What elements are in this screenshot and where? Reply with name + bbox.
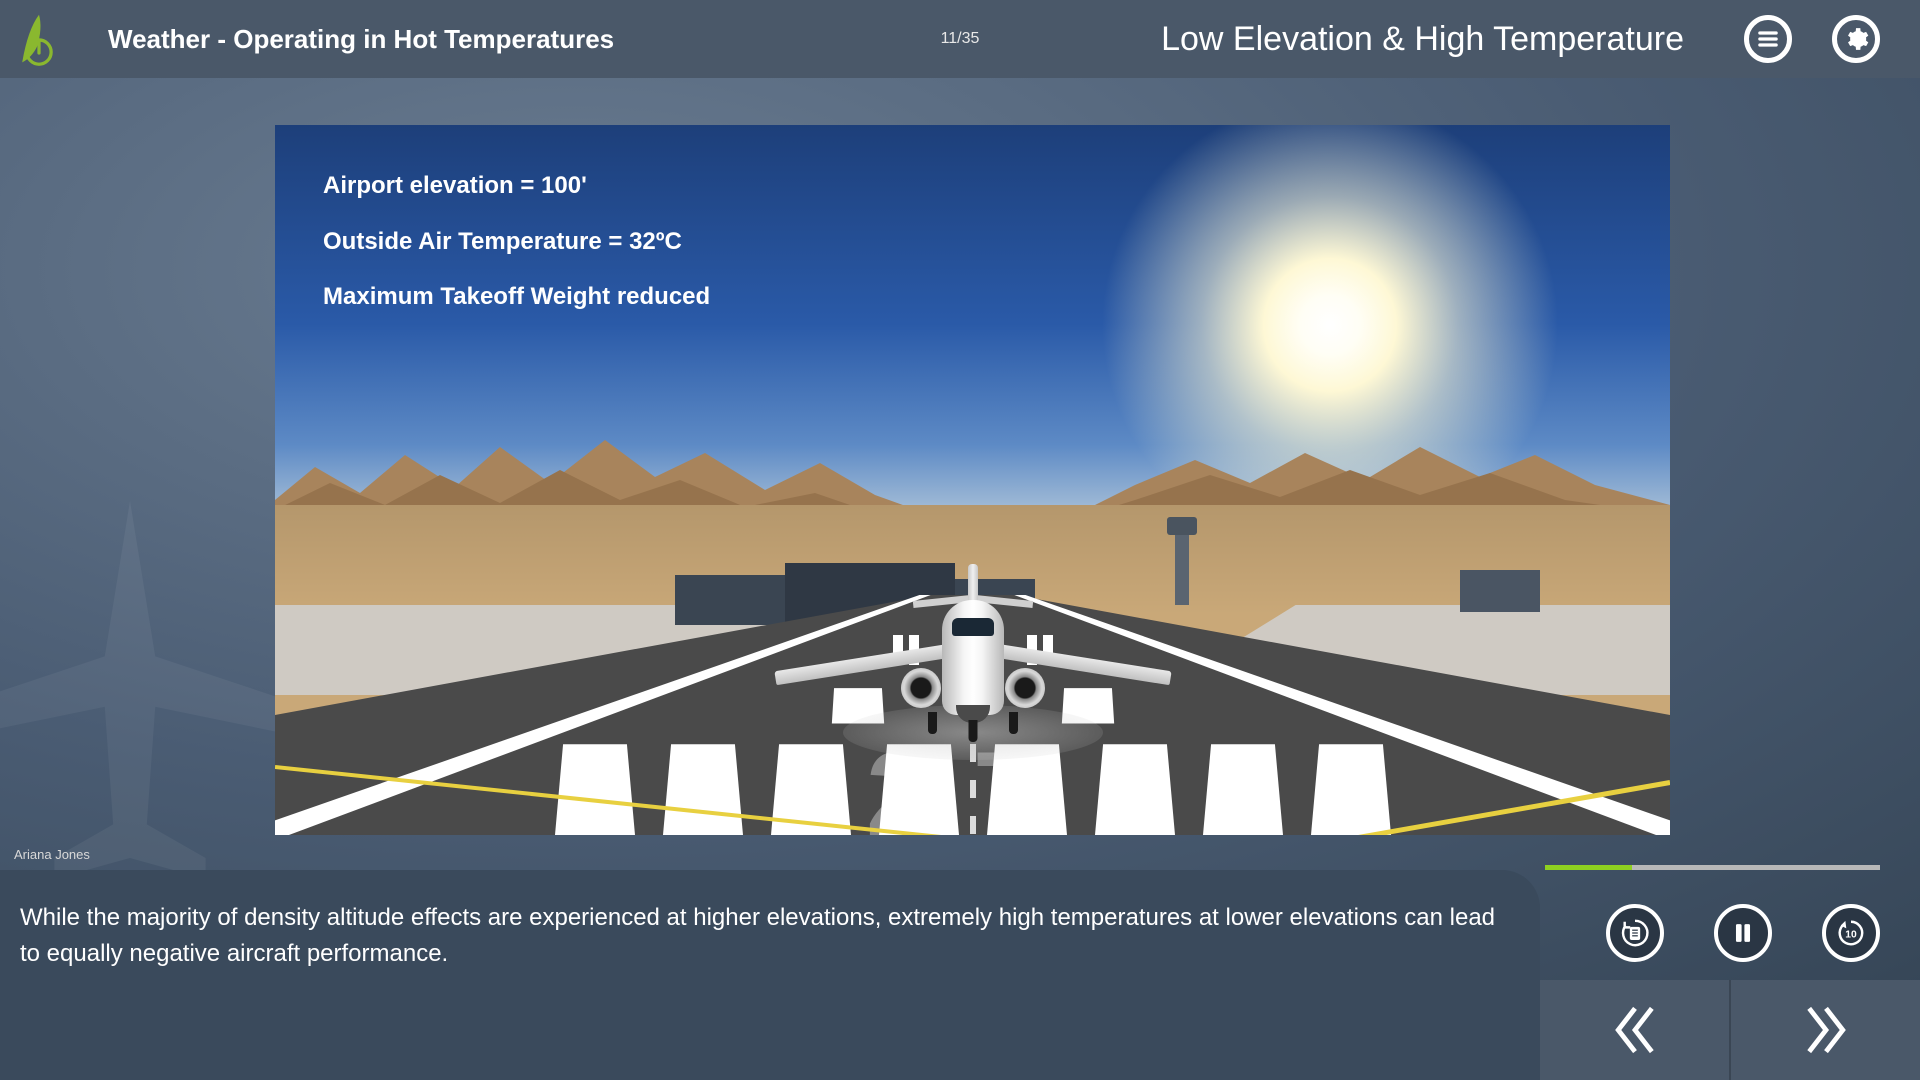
caption-panel: While the majority of density altitude e… <box>0 870 1540 1080</box>
next-button[interactable] <box>1731 980 1920 1080</box>
slide-overlay-text: Airport elevation = 100' Outside Air Tem… <box>323 169 710 336</box>
menu-button[interactable] <box>1744 15 1792 63</box>
progress-bar[interactable] <box>1545 865 1880 870</box>
aircraft <box>783 570 1163 750</box>
course-title: Weather - Operating in Hot Temperatures <box>108 24 614 55</box>
transcript-button[interactable] <box>1606 904 1664 962</box>
overlay-line-2: Outside Air Temperature = 32ºC <box>323 225 710 259</box>
nav-controls <box>1540 980 1920 1080</box>
caption-text: While the majority of density altitude e… <box>20 900 1506 972</box>
prev-button[interactable] <box>1540 980 1731 1080</box>
username-label: Ariana Jones <box>14 847 90 862</box>
chevron-right-icon <box>1802 1001 1850 1059</box>
pause-icon <box>1728 918 1758 948</box>
pause-button[interactable] <box>1714 904 1772 962</box>
progress-fill <box>1545 865 1632 870</box>
hangar-right <box>1460 570 1540 612</box>
rewind-10-button[interactable]: 10 <box>1822 904 1880 962</box>
playback-controls: 10 <box>1606 904 1880 962</box>
slide-title: Low Elevation & High Temperature <box>1161 20 1684 59</box>
transcript-icon <box>1620 918 1650 948</box>
slide-canvas: 27 Airport elevation = 100' Outside Air … <box>275 125 1670 835</box>
chevron-left-icon <box>1611 1001 1659 1059</box>
header-icons <box>1744 15 1880 63</box>
header-bar: Weather - Operating in Hot Temperatures … <box>0 0 1920 78</box>
menu-icon <box>1755 26 1781 52</box>
app-logo <box>0 0 78 78</box>
rewind-icon: 10 <box>1836 918 1866 948</box>
gear-icon <box>1843 26 1869 52</box>
control-tower-cab <box>1167 517 1197 535</box>
control-tower <box>1175 525 1189 605</box>
svg-text:10: 10 <box>1845 930 1857 941</box>
overlay-line-1: Airport elevation = 100' <box>323 169 710 203</box>
page-counter: 11/35 <box>941 30 980 48</box>
settings-button[interactable] <box>1832 15 1880 63</box>
overlay-line-3: Maximum Takeoff Weight reduced <box>323 280 710 314</box>
